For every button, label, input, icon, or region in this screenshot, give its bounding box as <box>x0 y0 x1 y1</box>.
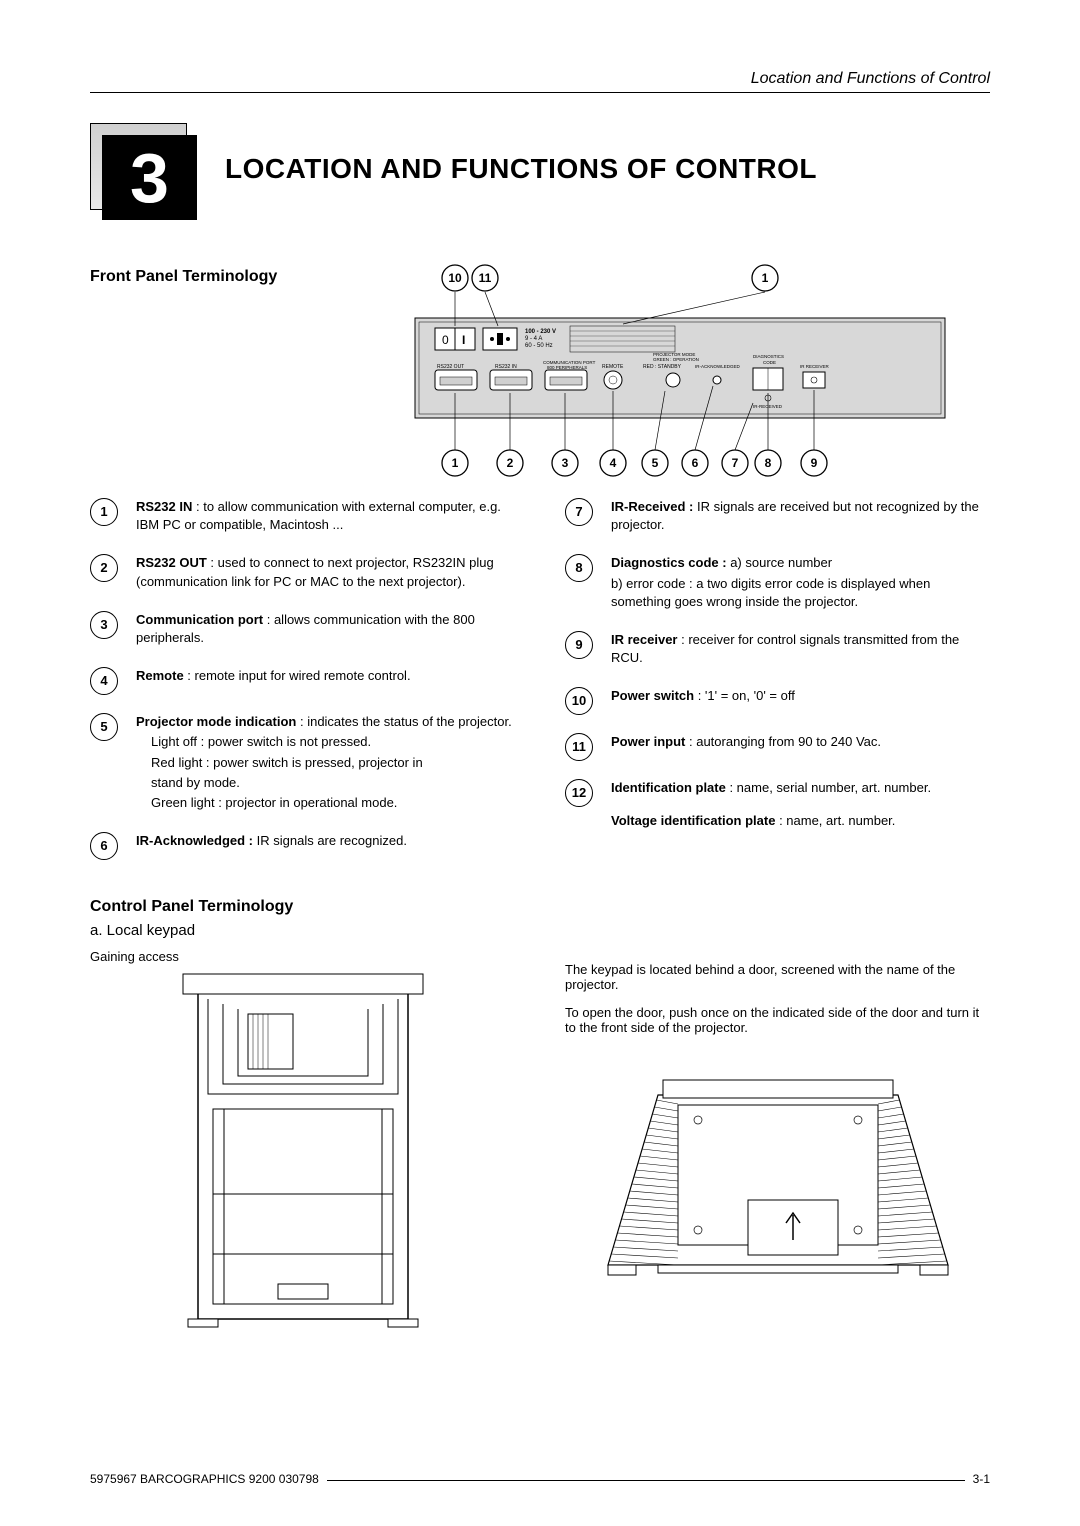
callout-circle: 6 <box>90 832 118 860</box>
svg-text:60 - 50 Hz: 60 - 50 Hz <box>525 343 553 349</box>
desc-item-9: 9IR receiver : receiver for control sign… <box>565 631 990 669</box>
desc-item-2: 2RS232 OUT : used to connect to next pro… <box>90 554 515 592</box>
svg-text:3: 3 <box>562 456 569 470</box>
chapter-title: LOCATION AND FUNCTIONS OF CONTROL <box>225 153 817 185</box>
callout-circle: 9 <box>565 631 593 659</box>
callout-circle: 7 <box>565 498 593 526</box>
callout-circle: 1 <box>90 498 118 526</box>
svg-text:RS232 OUT: RS232 OUT <box>437 364 464 370</box>
keypad-desc-2: To open the door, push once on the indic… <box>565 1005 990 1035</box>
callout-circle: 10 <box>565 687 593 715</box>
svg-text:8: 8 <box>765 456 772 470</box>
desc-item-11: 11Power input : autoranging from 90 to 2… <box>565 733 990 761</box>
projector-front-diagram <box>168 964 438 1334</box>
desc-item-12: 12Identification plate : name, serial nu… <box>565 779 990 831</box>
chapter-number: 3 <box>102 135 197 220</box>
svg-text:0: 0 <box>442 333 449 347</box>
page-footer: 5975967 BARCOGRAPHICS 9200 030798 3-1 <box>90 1472 990 1486</box>
callout-circle: 4 <box>90 667 118 695</box>
svg-text:6: 6 <box>692 456 699 470</box>
front-panel-desc-right: 7IR-Received : IR signals are received b… <box>565 498 990 878</box>
svg-text:IR RECEIVER: IR RECEIVER <box>800 364 830 369</box>
svg-text:REMOTE: REMOTE <box>602 364 624 370</box>
svg-text:IR-ACKNOWLEDGED: IR-ACKNOWLEDGED <box>695 364 741 369</box>
callout-circle: 3 <box>90 611 118 639</box>
page: Location and Functions of Control 3 LOCA… <box>0 0 1080 1526</box>
desc-item-6: 6IR-Acknowledged : IR signals are recogn… <box>90 832 515 860</box>
svg-text:1: 1 <box>452 456 459 470</box>
callout-circle: 2 <box>90 554 118 582</box>
desc-item-3: 3Communication port : allows communicati… <box>90 611 515 649</box>
desc-item-1: 1RS232 IN : to allow communication with … <box>90 498 515 536</box>
callout-circle: 5 <box>90 713 118 741</box>
front-panel-diagram: 10111 0 I 100 - 230 V 9 - 4 A 60 - 50 Hz <box>395 258 990 488</box>
chapter-header: 3 LOCATION AND FUNCTIONS OF CONTROL <box>90 123 990 218</box>
svg-text:9 - 4 A: 9 - 4 A <box>525 336 542 342</box>
svg-text:9: 9 <box>811 456 818 470</box>
running-header: Location and Functions of Control <box>90 70 990 93</box>
callout-circle: 11 <box>565 733 593 761</box>
front-panel-title: Front Panel Terminology <box>90 268 395 286</box>
callout-circle: 12 <box>565 779 593 807</box>
desc-item-5: 5Projector mode indication : indicates t… <box>90 713 515 814</box>
desc-item-8: 8Diagnostics code : a) source numberb) e… <box>565 554 990 613</box>
svg-text:I: I <box>462 333 465 347</box>
svg-text:CODE: CODE <box>763 360 776 365</box>
svg-text:5: 5 <box>652 456 659 470</box>
footer-left: 5975967 BARCOGRAPHICS 9200 030798 <box>90 1472 319 1486</box>
desc-item-7: 7IR-Received : IR signals are received b… <box>565 498 990 536</box>
projector-top-diagram <box>598 1065 958 1295</box>
svg-text:11: 11 <box>479 271 492 285</box>
svg-text:GREEN : OPERATION: GREEN : OPERATION <box>653 357 699 362</box>
svg-text:7: 7 <box>732 456 739 470</box>
callout-circle: 8 <box>565 554 593 582</box>
svg-text:800 PERIPHERALS: 800 PERIPHERALS <box>547 365 587 370</box>
svg-text:DIAGNOSTICS: DIAGNOSTICS <box>753 354 784 359</box>
gaining-access-label: Gaining access <box>90 949 515 964</box>
control-panel-sub-a: a. Local keypad <box>90 922 990 939</box>
front-panel-desc-left: 1RS232 IN : to allow communication with … <box>90 498 515 878</box>
chapter-number-box: 3 <box>90 123 195 218</box>
desc-item-10: 10Power switch : '1' = on, '0' = off <box>565 687 990 715</box>
svg-text:4: 4 <box>610 456 617 470</box>
svg-text:2: 2 <box>507 456 514 470</box>
svg-text:RS232 IN: RS232 IN <box>495 364 517 370</box>
svg-text:1: 1 <box>762 271 769 285</box>
control-panel-title: Control Panel Terminology <box>90 898 990 916</box>
desc-item-4: 4Remote : remote input for wired remote … <box>90 667 515 695</box>
svg-text:10: 10 <box>448 271 462 285</box>
footer-right: 3-1 <box>973 1472 990 1486</box>
svg-text:100 - 230 V: 100 - 230 V <box>525 329 556 335</box>
svg-text:RED : STANDBY: RED : STANDBY <box>643 364 682 370</box>
keypad-desc-1: The keypad is located behind a door, scr… <box>565 962 990 992</box>
